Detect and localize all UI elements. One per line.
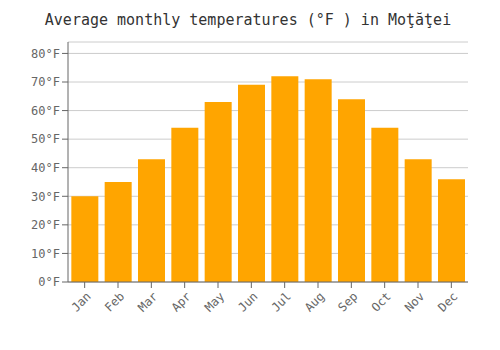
svg-text:Jun: Jun (235, 289, 260, 314)
svg-text:Oct: Oct (369, 289, 394, 314)
html-text:Average monthly temperatures (: Average monthly temperatures (°F ) in Mo… (44, 11, 452, 29)
svg-text:Jan: Jan (69, 289, 94, 314)
svg-text:10°F: 10°F (31, 247, 60, 261)
svg-text:50°F: 50°F (31, 132, 60, 146)
svg-text:20°F: 20°F (31, 218, 60, 232)
svg-text:May: May (202, 289, 227, 314)
svg-text:30°F: 30°F (31, 190, 60, 204)
svg-text:80°F: 80°F (31, 47, 60, 61)
svg-text:Dec: Dec (435, 289, 460, 314)
svg-text:40°F: 40°F (31, 161, 60, 175)
svg-text:Aug: Aug (302, 289, 327, 314)
svg-text:Jul: Jul (269, 289, 294, 314)
svg-text:Feb: Feb (102, 289, 127, 314)
svg-text:Mar: Mar (135, 289, 160, 314)
svg-text:Sep: Sep (335, 289, 360, 314)
svg-text:0°F: 0°F (38, 275, 60, 289)
svg-text:70°F: 70°F (31, 75, 60, 89)
svg-text:Nov: Nov (402, 289, 427, 314)
svg-text:Apr: Apr (169, 289, 194, 314)
svg-text:60°F: 60°F (31, 104, 60, 118)
